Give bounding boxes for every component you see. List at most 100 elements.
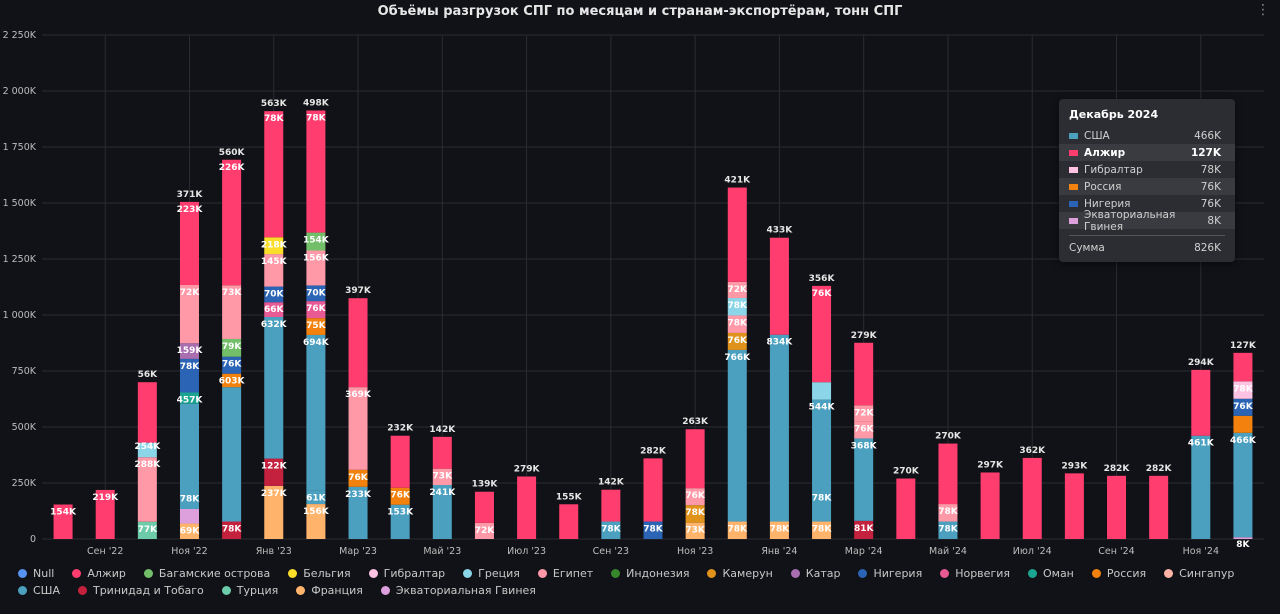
legend-item[interactable]: Греция <box>463 567 520 580</box>
segment-data-label: 78K <box>938 507 959 517</box>
legend-item[interactable]: Нигерия <box>858 567 922 580</box>
bar-segment <box>306 285 326 302</box>
bar-total-label: 421K <box>724 176 751 186</box>
segment-data-label: 233K <box>345 490 372 500</box>
legend-label: Россия <box>1106 567 1147 580</box>
segment-data-label: 76K <box>348 473 369 483</box>
bar-segment <box>1233 398 1253 416</box>
legend-dot-icon <box>707 569 717 578</box>
x-tick-label: Ноя '24 <box>1183 546 1219 557</box>
tooltip-series-value: 76K <box>1200 180 1221 193</box>
segment-data-label: 76K <box>854 424 875 434</box>
legend-item[interactable]: Бельгия <box>288 567 351 580</box>
segment-data-label: 466K <box>1230 436 1257 446</box>
y-tick-label: 1 750K <box>3 142 37 153</box>
bar-total-label: 282K <box>1104 464 1131 474</box>
legend-dot-icon <box>1091 569 1101 578</box>
bar-total-label: 297K <box>977 460 1004 470</box>
bar-segment <box>685 505 705 523</box>
segment-data-label: 66K <box>264 305 285 315</box>
legend-label: Алжир <box>87 567 126 580</box>
tooltip-series-value: 127K <box>1190 146 1221 159</box>
legend-item[interactable]: США <box>18 584 60 597</box>
legend-item[interactable]: Сингапур <box>1164 567 1234 580</box>
bar-total-label: 293K <box>1061 461 1088 471</box>
segment-data-label: 156K <box>303 253 330 263</box>
legend-item[interactable]: Камерун <box>707 567 773 580</box>
bar-segment <box>306 318 326 335</box>
y-tick-label: 1 500K <box>3 198 37 209</box>
tooltip-swatch <box>1069 149 1078 156</box>
legend-item[interactable]: Алжир <box>72 567 126 580</box>
segment-data-label: 156K <box>303 507 330 517</box>
segment-data-label: 603K <box>219 377 246 387</box>
legend-item[interactable]: Null <box>18 567 54 580</box>
bar-segment <box>264 111 284 238</box>
x-tick-label: Мар '23 <box>339 546 377 557</box>
legend-item[interactable]: Франция <box>296 584 363 597</box>
segment-data-label: 61K <box>306 493 327 503</box>
bar-total-label: 155K <box>556 492 583 502</box>
bar-total-label: 142K <box>429 425 456 435</box>
bar-segment <box>306 334 326 491</box>
y-tick-label: 750K <box>12 366 37 377</box>
bar-total-label: 270K <box>935 432 962 442</box>
bar-segment <box>812 285 832 383</box>
bar-segment <box>812 521 832 539</box>
legend-label: Гибралтар <box>383 567 446 580</box>
more-vertical-icon[interactable]: ⋮ <box>1256 2 1270 18</box>
legend-item[interactable]: Россия <box>1091 567 1147 580</box>
segment-data-label: 76K <box>812 289 833 299</box>
legend-dot-icon <box>790 569 800 578</box>
segment-data-label: 145K <box>261 257 288 267</box>
tooltip-series-value: 8K <box>1207 214 1221 227</box>
legend-item[interactable]: Оман <box>1027 567 1074 580</box>
bar-segment <box>685 488 705 506</box>
bar-segment <box>264 458 284 486</box>
bar-segment <box>137 442 157 458</box>
bar-segment <box>264 302 284 318</box>
legend-item[interactable]: Норвегия <box>940 567 1010 580</box>
segment-data-label: 78K <box>306 113 327 123</box>
segment-data-label: 76K <box>306 304 327 314</box>
bar-segment <box>390 435 410 488</box>
bar-segment <box>179 343 199 359</box>
bar-total-label: 498K <box>303 98 330 108</box>
legend-label: Багамские острова <box>158 567 271 580</box>
legend-dot-icon <box>940 569 950 578</box>
bar-segment <box>264 254 284 287</box>
bar-total-label: 282K <box>640 446 667 456</box>
legend-item[interactable]: Индонезия <box>611 567 689 580</box>
bar-segment <box>601 521 621 539</box>
bar-segment <box>1064 473 1084 539</box>
bar-segment <box>1191 369 1211 436</box>
bar-segment <box>854 342 874 406</box>
segment-data-label: 79K <box>222 342 243 352</box>
bar-segment <box>306 490 326 505</box>
bar-segment <box>854 421 874 439</box>
bar-segment <box>1233 352 1253 382</box>
tooltip-series-name: Россия <box>1084 180 1122 193</box>
legend-item[interactable]: Багамские острова <box>143 567 271 580</box>
bar-segment <box>222 373 242 388</box>
bar-segment <box>1233 381 1253 399</box>
segment-data-label: 154K <box>303 236 330 246</box>
legend-item[interactable]: Египет <box>537 567 593 580</box>
bar-total-label: 294K <box>1188 358 1215 368</box>
legend-item[interactable]: Гибралтар <box>368 567 446 580</box>
bar-segment <box>53 504 73 539</box>
tooltip-series-value: 466K <box>1194 129 1221 142</box>
bar-segment <box>222 338 242 357</box>
bar-segment <box>727 349 747 522</box>
segment-data-label: 8K <box>1236 540 1250 550</box>
bar-total-label: 232K <box>387 424 414 434</box>
legend-item[interactable]: Тринидад и Тобаго <box>77 584 204 597</box>
legend-label: Нигерия <box>873 567 923 580</box>
legend-item[interactable]: Катар <box>790 567 840 580</box>
legend-item[interactable]: Экваториальная Гвинея <box>380 584 536 597</box>
segment-data-label: 73K <box>222 288 243 298</box>
legend-item[interactable]: Турция <box>221 584 278 597</box>
legend-label: Оман <box>1042 567 1074 580</box>
segment-data-label: 78K <box>180 362 201 372</box>
bar-segment <box>643 458 663 522</box>
